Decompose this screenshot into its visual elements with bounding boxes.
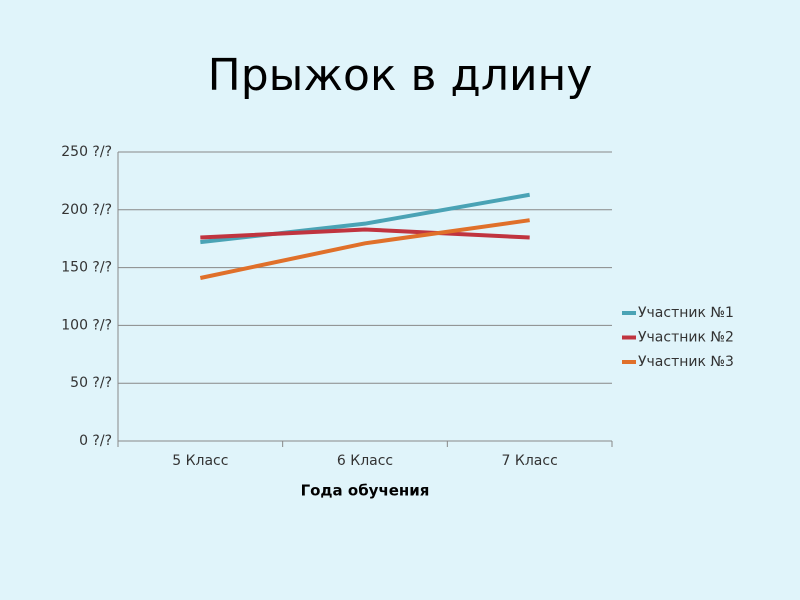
legend-label: Участник №3 xyxy=(638,354,734,370)
y-tick-label: 250 ?/? xyxy=(61,144,112,160)
x-axis-title: Года обучения xyxy=(301,482,430,500)
x-tick-label: 7 Класс xyxy=(502,453,558,469)
y-tick-label: 50 ?/? xyxy=(70,375,112,391)
data-line xyxy=(200,227,530,240)
y-tick-label: 100 ?/? xyxy=(61,317,112,333)
y-tick-label: 200 ?/? xyxy=(61,202,112,218)
chart-title: Прыжок в длину xyxy=(208,50,593,101)
data-line xyxy=(199,218,530,280)
y-tick-label: 0 ?/? xyxy=(79,433,112,449)
x-tick-label: 5 Класс xyxy=(172,453,228,469)
y-tick-label: 150 ?/? xyxy=(61,260,112,276)
x-tick-label: 6 Класс xyxy=(337,453,393,469)
legend-label: Участник №1 xyxy=(638,305,734,321)
legend-label: Участник №2 xyxy=(638,330,734,346)
